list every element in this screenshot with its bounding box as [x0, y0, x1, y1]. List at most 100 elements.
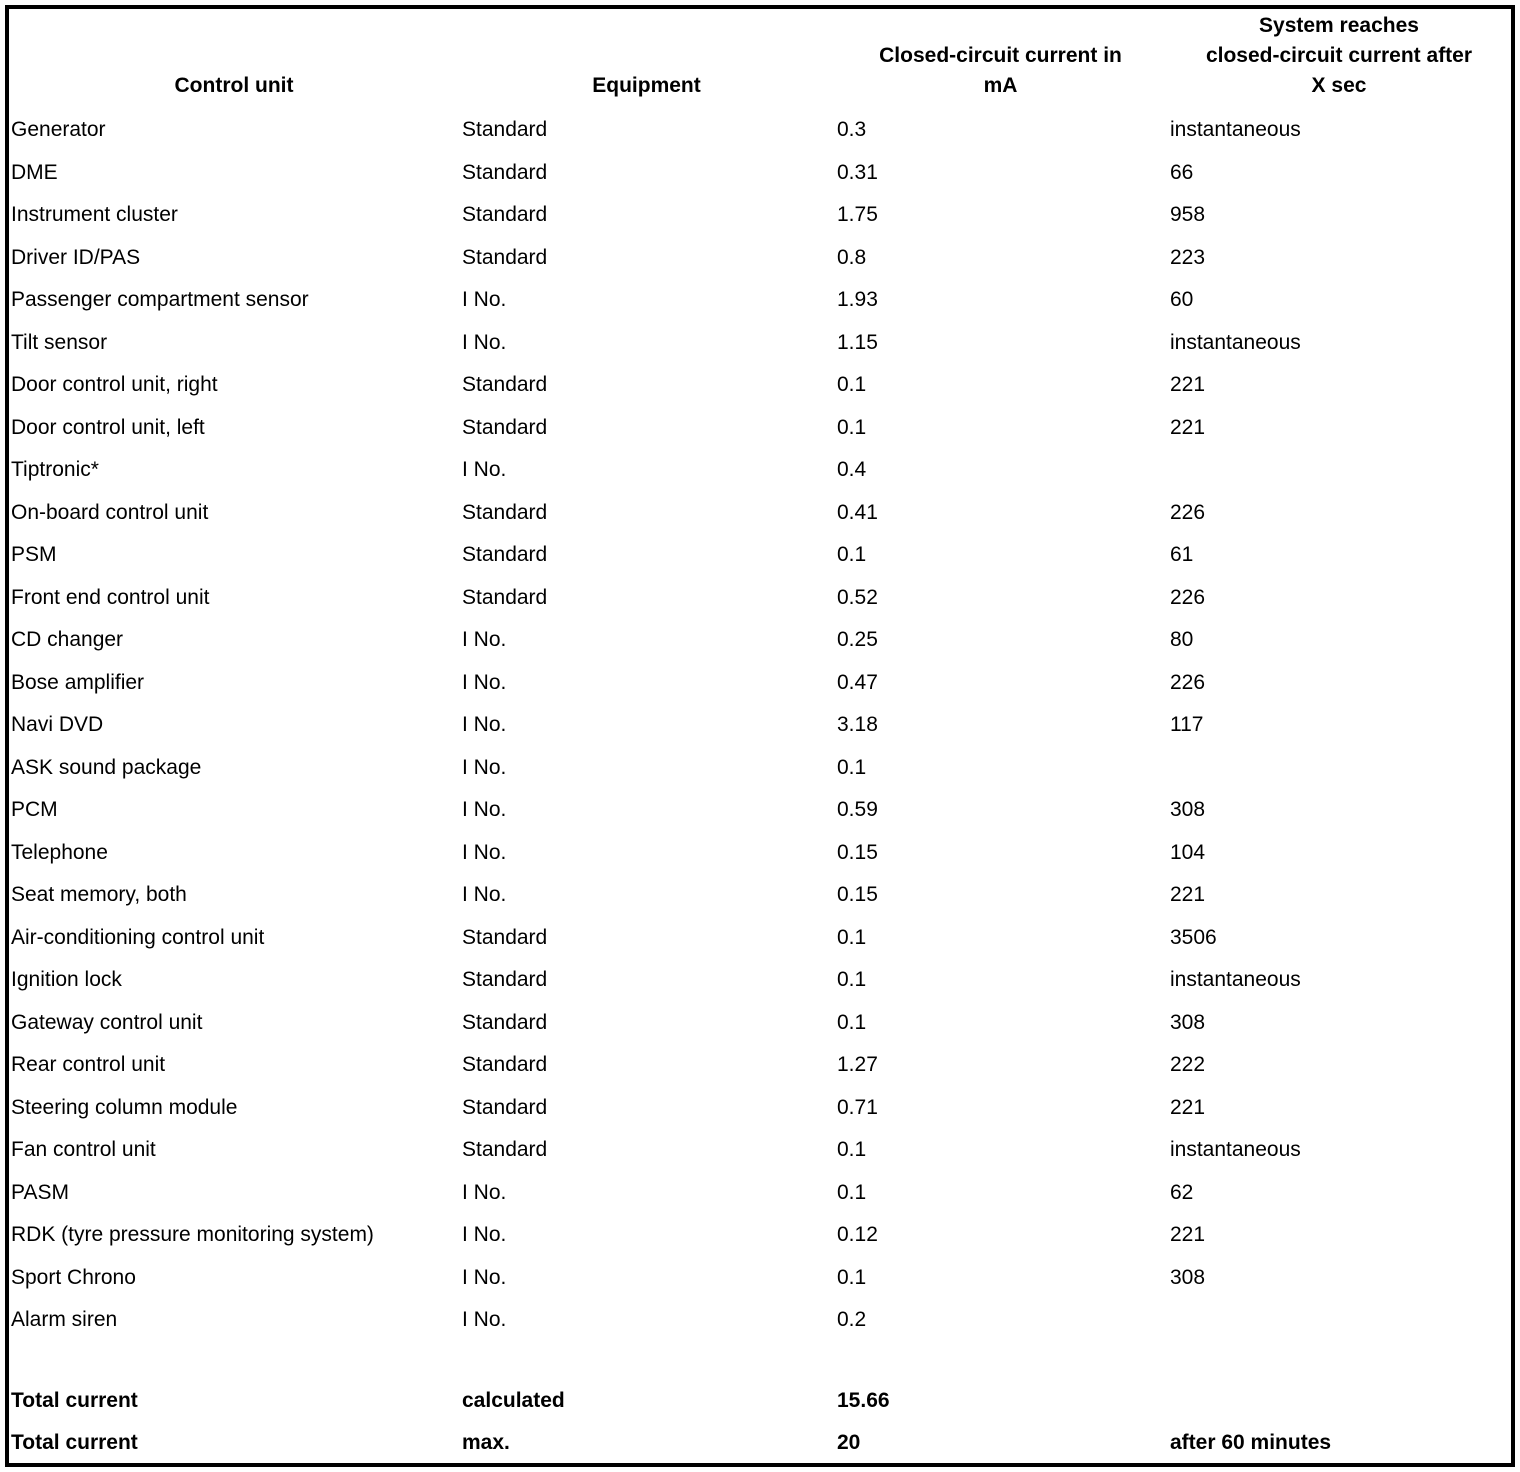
cell-control-unit: Instrument cluster — [9, 194, 459, 237]
cell-text: Standard — [462, 1053, 548, 1077]
cell-text: 0.31 — [837, 160, 878, 184]
cell-control-unit: Bose amplifier — [9, 662, 459, 705]
cell-current-ma: 0.1 — [834, 364, 1167, 407]
cell-control-unit: On-board control unit — [9, 492, 459, 535]
cell-current-ma: 0.8 — [834, 237, 1167, 280]
cell-text: 1.15 — [837, 330, 878, 354]
cell-control-unit: DME — [9, 152, 459, 195]
col-header-system-reaches: System reaches closed-circuit current aft… — [1167, 9, 1511, 109]
cell-control-unit: Rear control unit — [9, 1044, 459, 1087]
cell-text: 226 — [1170, 585, 1206, 609]
cell-reaches-after: instantaneous — [1167, 1129, 1511, 1172]
cell-text: I No. — [462, 1308, 507, 1332]
cell-text: 0.3 — [837, 118, 867, 142]
cell-text: I No. — [462, 458, 507, 482]
col-header-control-unit: Control unit — [9, 9, 459, 109]
cell-reaches-after: 66 — [1167, 152, 1511, 195]
cell-reaches-after: 221 — [1167, 1214, 1511, 1257]
cell-text: Gateway control unit — [11, 1010, 203, 1034]
cell-text: instantaneous — [1170, 330, 1301, 354]
table-row: DME Standard 0.31 66 — [9, 152, 1511, 195]
cell-reaches-after — [1167, 1380, 1511, 1423]
cell-control-unit: Steering column module — [9, 1087, 459, 1130]
cell-control-unit: Gateway control unit — [9, 1002, 459, 1045]
cell-text: PCM — [11, 798, 58, 822]
cell-equipment: Standard — [459, 577, 834, 620]
spacer-cell — [9, 1342, 1511, 1380]
cell-text: Front end control unit — [11, 585, 210, 609]
cell-reaches-after: 222 — [1167, 1044, 1511, 1087]
cell-reaches-after — [1167, 747, 1511, 790]
cell-text: 0.25 — [837, 628, 878, 652]
cell-current-ma: 0.15 — [834, 874, 1167, 917]
cell-text: Standard — [462, 968, 548, 992]
cell-reaches-after: 221 — [1167, 364, 1511, 407]
closed-circuit-current-table: Control unit Equipment Closed-circuit cu… — [9, 9, 1511, 1463]
cell-equipment: Standard — [459, 152, 834, 195]
table-row: PSM Standard 0.1 61 — [9, 534, 1511, 577]
cell-text: PASM — [11, 1180, 69, 1204]
cell-text: 61 — [1170, 543, 1194, 567]
cell-text: Door control unit, left — [11, 415, 205, 439]
cell-text: 226 — [1170, 500, 1206, 524]
cell-text: 221 — [1170, 1095, 1206, 1119]
cell-text: RDK (tyre pressure monitoring system) — [11, 1223, 374, 1247]
cell-text: Tilt sensor — [11, 330, 108, 354]
cell-current-ma: 1.93 — [834, 279, 1167, 322]
cell-text: Standard — [462, 118, 548, 142]
cell-text: 1.75 — [837, 203, 878, 227]
cell-equipment: Standard — [459, 492, 834, 535]
cell-text: 0.1 — [837, 925, 867, 949]
cell-text: 308 — [1170, 1265, 1206, 1289]
cell-text: instantaneous — [1170, 968, 1301, 992]
cell-equipment: Standard — [459, 109, 834, 152]
table-row: Sport Chrono I No. 0.1 308 — [9, 1257, 1511, 1300]
cell-text: 0.71 — [837, 1095, 878, 1119]
cell-text: Sport Chrono — [11, 1265, 136, 1289]
cell-current-ma: 0.47 — [834, 662, 1167, 705]
cell-reaches-after: 61 — [1167, 534, 1511, 577]
column-header-line: mA — [983, 74, 1018, 97]
col-header-closed-circuit-current: Closed-circuit current in mA — [834, 9, 1167, 109]
cell-reaches-after: 104 — [1167, 832, 1511, 875]
cell-reaches-after: after 60 minutes — [1167, 1422, 1511, 1463]
cell-text: calculated — [462, 1388, 565, 1412]
table-row: Door control unit, left Standard 0.1 221 — [9, 407, 1511, 450]
table-row: Generator Standard 0.3 instantaneous — [9, 109, 1511, 152]
cell-reaches-after: 221 — [1167, 874, 1511, 917]
cell-text: 226 — [1170, 670, 1206, 694]
cell-text: 221 — [1170, 883, 1206, 907]
cell-text: Telephone — [11, 840, 108, 864]
cell-text: 0.52 — [837, 585, 878, 609]
cell-text: Standard — [462, 500, 548, 524]
cell-text: I No. — [462, 330, 507, 354]
cell-text: 3.18 — [837, 713, 878, 737]
cell-text: 0.47 — [837, 670, 878, 694]
col-header-equipment: Equipment — [459, 9, 834, 109]
cell-current-ma: 0.1 — [834, 1129, 1167, 1172]
cell-equipment: I No. — [459, 1172, 834, 1215]
cell-text: max. — [462, 1431, 510, 1455]
cell-text: 0.1 — [837, 1010, 867, 1034]
cell-text: Standard — [462, 373, 548, 397]
cell-text: 0.1 — [837, 373, 867, 397]
cell-text: 1.27 — [837, 1053, 878, 1077]
cell-text: 0.1 — [837, 1265, 867, 1289]
cell-equipment: Standard — [459, 1129, 834, 1172]
cell-reaches-after — [1167, 449, 1511, 492]
cell-text: 0.41 — [837, 500, 878, 524]
cell-text: Standard — [462, 415, 548, 439]
cell-current-ma: 0.1 — [834, 1172, 1167, 1215]
cell-equipment: I No. — [459, 832, 834, 875]
header-row: Control unit Equipment Closed-circuit cu… — [9, 9, 1511, 109]
cell-reaches-after: 221 — [1167, 1087, 1511, 1130]
cell-text: Door control unit, right — [11, 373, 218, 397]
cell-current-ma: 0.2 — [834, 1299, 1167, 1342]
table-row: On-board control unit Standard 0.41 226 — [9, 492, 1511, 535]
cell-text: 0.8 — [837, 245, 867, 269]
cell-text: Passenger compartment sensor — [11, 288, 309, 312]
column-header-line: closed-circuit current after — [1205, 44, 1473, 67]
cell-control-unit: Door control unit, right — [9, 364, 459, 407]
cell-text: Bose amplifier — [11, 670, 145, 694]
